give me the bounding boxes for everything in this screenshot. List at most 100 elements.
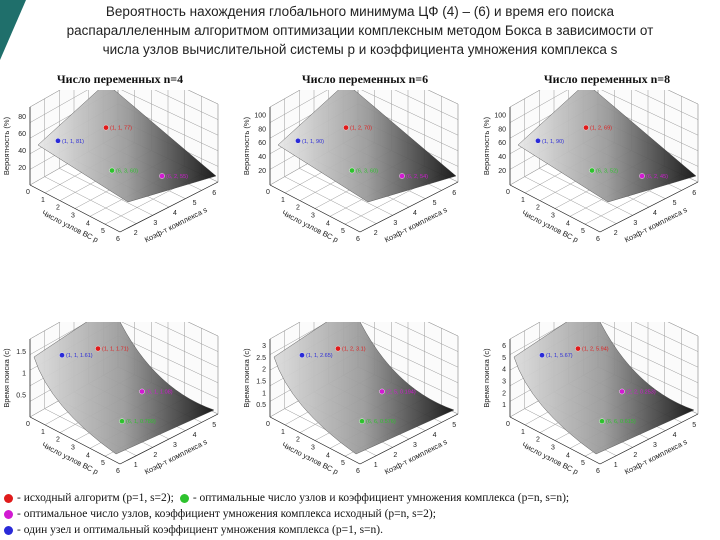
x-tick-label: 3: [551, 213, 555, 220]
green-point-marker: [349, 167, 355, 174]
legend-row-1: - исходный алгоритм (p=1, s=2); - оптима…: [4, 490, 720, 506]
z-tick-label: 2: [374, 230, 378, 237]
z-tick-label: 4: [173, 210, 177, 217]
x-tick-label: 3: [71, 445, 75, 452]
blue-point-marker: [539, 352, 545, 359]
x-tick-label: 0: [506, 189, 510, 196]
axes: [269, 107, 459, 233]
x-tick-label: 0: [26, 189, 30, 196]
axes: [29, 339, 219, 465]
plot-probability-n4: 20 40 60 80 0 1 2 3 4 5 6 2 3 4 5 6 Вероятность (%) Число…: [0, 90, 240, 250]
magenta-dot-icon: [4, 509, 13, 519]
blue-point-marker: [59, 352, 65, 359]
y-tick-label: 3: [262, 343, 266, 350]
plot-time-n6: 0.5 1 1.5 2 2.5 3 0 1 2 3 4 5 6 1 2 3 4 5 Время поиска (с)…: [240, 322, 480, 482]
legend-red-text: - исходный алгоритм (p=1, s=2);: [17, 492, 174, 504]
surface-mesh: [517, 90, 697, 203]
y-tick-label: 60: [258, 140, 266, 147]
x-tick-label: 2: [56, 437, 60, 444]
wall-grid-line: [269, 90, 459, 139]
axes: [269, 339, 459, 465]
y-tick-label: 40: [18, 148, 26, 155]
y-tick-label: 40: [258, 154, 266, 161]
legend-row-2: - оптимальное число узлов, коэффициент у…: [4, 506, 720, 522]
point-label: (6, 6, 0.576): [366, 419, 396, 425]
y-tick-label: 3: [502, 379, 506, 386]
x-tick-label: 0: [506, 421, 510, 428]
z-axis-line: [119, 181, 219, 233]
magenta-point-marker: [379, 388, 385, 395]
wall-grid-line: [269, 90, 459, 108]
green-point-marker: [109, 167, 115, 174]
x-tick-label: 2: [296, 205, 300, 212]
x-tick-label: 2: [536, 437, 540, 444]
z-tick-label: 6: [692, 190, 696, 197]
point-label: (1, 1, 2.65): [306, 353, 333, 359]
green-point-marker: [599, 418, 605, 424]
legend-row-3: - один узел и оптимальный коэффициент ум…: [4, 522, 720, 538]
x-tick-label: 4: [326, 452, 330, 459]
z-tick-label: 1: [614, 462, 618, 469]
surface-mesh: [33, 322, 215, 455]
z-tick-label: 5: [673, 200, 677, 207]
z-tick-label: 1: [374, 462, 378, 469]
z-tick-label: 4: [653, 210, 657, 217]
y-tick-label: 5: [502, 355, 506, 362]
y-tick-label: 20: [498, 168, 506, 175]
x-tick-label: 2: [536, 205, 540, 212]
x-tick-label: 3: [551, 445, 555, 452]
wall-grid-line: [29, 322, 219, 340]
z-tick-label: 2: [614, 230, 618, 237]
z-tick-label: 5: [452, 422, 456, 429]
y-tick-label: 4: [502, 367, 506, 374]
y-tick-label: 6: [502, 343, 506, 350]
x-tick-label: 1: [281, 429, 285, 436]
z-tick-label: 3: [413, 442, 417, 449]
surface-mesh: [277, 90, 457, 203]
plot-probability-n6: 20 40 60 80 100 0 1 2 3 4 5 6 2 3 4 5 6 Вероятность (%) Чи…: [240, 90, 480, 250]
blue-point-marker: [535, 138, 541, 144]
blue-dot-icon: [4, 525, 13, 535]
y-tick-label: 20: [18, 165, 26, 172]
slide-title: Вероятность нахождения глобального миним…: [20, 2, 700, 59]
z-tick-label: 4: [193, 432, 197, 439]
x-tick-label: 0: [266, 421, 270, 428]
z-tick-label: 4: [413, 210, 417, 217]
column-heading-n8: Число переменных n=8: [543, 72, 671, 86]
point-label: (6, 3, 60): [356, 169, 378, 175]
x-tick-label: 5: [581, 460, 585, 467]
z-tick-label: 2: [393, 452, 397, 459]
x-tick-label: 6: [116, 236, 120, 243]
plot-time-n8: 1 2 3 4 5 6 0 1 2 3 4 5 6 1 2 3 4 5 Время поиска (с) Число …: [480, 322, 720, 482]
legend-magenta-text: - оптимальное число узлов, коэффициент у…: [17, 508, 436, 520]
y-tick-label: 60: [498, 140, 506, 147]
x-tick-label: 5: [101, 460, 105, 467]
x-axis-line: [269, 184, 361, 233]
x-tick-label: 5: [101, 228, 105, 235]
y-tick-label: 2: [262, 367, 266, 374]
point-label: (1, 1, 1.61): [66, 353, 93, 359]
z-tick-label: 2: [134, 230, 138, 237]
magenta-point-marker: [639, 173, 645, 179]
y-tick-label: 60: [18, 131, 26, 138]
point-label: (6, 2, 45): [646, 174, 668, 180]
x-tick-label: 1: [521, 197, 525, 204]
wall-grid-line: [509, 322, 699, 355]
wall-grid-line: [509, 322, 699, 340]
z-tick-label: 5: [193, 200, 197, 207]
x-axis-line: [509, 184, 601, 233]
y-tick-label: 20: [258, 168, 266, 175]
x-tick-label: 6: [596, 236, 600, 243]
z-tick-label: 2: [633, 452, 637, 459]
legend-blue-text: - один узел и оптимальный коэффициент ум…: [17, 524, 383, 536]
x-tick-label: 3: [71, 213, 75, 220]
y-tick-label: 1: [502, 402, 506, 409]
x-tick-label: 4: [86, 220, 90, 227]
z-tick-label: 5: [212, 422, 216, 429]
x-tick-label: 2: [56, 205, 60, 212]
surface-mesh: [273, 322, 455, 455]
x-tick-label: 3: [311, 213, 315, 220]
z-axis-line: [599, 413, 699, 465]
title-line-2: распараллеленным алгоритмом оптимизации …: [66, 23, 654, 38]
